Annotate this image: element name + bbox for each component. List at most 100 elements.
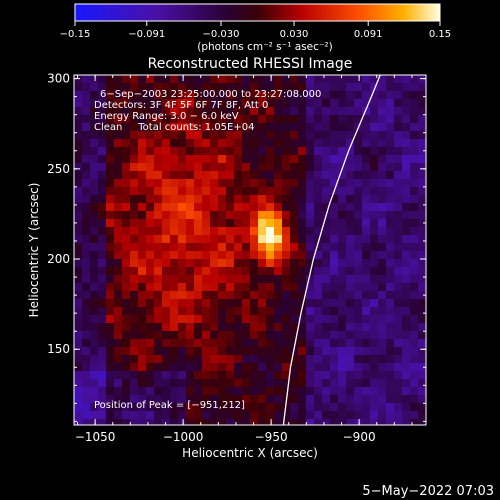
heatmap-cell — [234, 299, 243, 308]
heatmap-cell — [178, 203, 187, 212]
heatmap-cell — [154, 331, 163, 340]
heatmap-cell — [394, 171, 403, 180]
heatmap-cell — [282, 211, 291, 220]
heatmap-cell — [378, 211, 387, 220]
heatmap-cell — [114, 75, 123, 84]
heatmap-cell — [266, 139, 275, 148]
heatmap-cell — [90, 291, 99, 300]
heatmap-cell — [410, 123, 419, 132]
heatmap-cell — [370, 243, 379, 252]
heatmap-cell — [130, 323, 139, 332]
heatmap-cell — [402, 115, 411, 124]
heatmap-cell — [266, 307, 275, 316]
heatmap-cell — [82, 387, 91, 396]
heatmap-cell — [346, 323, 355, 332]
heatmap-cell — [202, 347, 211, 356]
heatmap-cell — [258, 203, 267, 212]
heatmap-cell — [290, 99, 299, 108]
heatmap-cell — [330, 379, 339, 388]
heatmap-cell — [138, 211, 147, 220]
heatmap-cell — [410, 403, 419, 412]
heatmap-cell — [354, 115, 363, 124]
heatmap-cell — [394, 179, 403, 188]
heatmap-cell — [194, 355, 203, 364]
heatmap-cell — [146, 171, 155, 180]
heatmap-cell — [370, 323, 379, 332]
heatmap-cell — [210, 203, 219, 212]
heatmap-cell — [330, 283, 339, 292]
heatmap-cell — [218, 171, 227, 180]
heatmap-cell — [178, 283, 187, 292]
heatmap-cell — [82, 307, 91, 316]
heatmap-cell — [362, 291, 371, 300]
heatmap-cell — [162, 83, 171, 92]
heatmap-cell — [106, 299, 115, 308]
heatmap-cell — [418, 323, 426, 332]
footer-timestamp: 5−May−2022 07:03 — [362, 484, 494, 499]
heatmap-cell — [370, 115, 379, 124]
heatmap-cell — [330, 395, 339, 404]
heatmap-cell — [106, 315, 115, 324]
heatmap-cell — [402, 203, 411, 212]
heatmap-cell — [290, 131, 299, 140]
heatmap-cell — [210, 83, 219, 92]
heatmap-cell — [74, 355, 83, 364]
heatmap-cell — [82, 267, 91, 276]
heatmap-cell — [242, 307, 251, 316]
heatmap-cell — [162, 379, 171, 388]
heatmap-cell — [146, 107, 155, 116]
heatmap-cell — [330, 131, 339, 140]
heatmap-cell — [250, 123, 259, 132]
heatmap-cell — [154, 131, 163, 140]
heatmap-cell — [298, 411, 307, 420]
heatmap-cell — [210, 179, 219, 188]
heatmap-cell — [402, 315, 411, 324]
heatmap-cell — [418, 411, 426, 420]
heatmap-cell — [250, 299, 259, 308]
annotation-clean-counts: Clean Total counts: 1.05E+04 — [94, 122, 254, 133]
heatmap-cell — [250, 355, 259, 364]
heatmap-cell — [194, 179, 203, 188]
heatmap-cell — [106, 411, 115, 420]
x-tick-label: −1000 — [163, 430, 204, 444]
heatmap-cell — [322, 307, 331, 316]
heatmap-cell — [314, 315, 323, 324]
heatmap-cell — [186, 315, 195, 324]
heatmap-cell — [314, 323, 323, 332]
heatmap-cell — [418, 243, 426, 252]
heatmap-cell — [186, 419, 195, 425]
heatmap-cell — [282, 83, 291, 92]
heatmap-cell — [178, 371, 187, 380]
heatmap-cell — [322, 363, 331, 372]
heatmap-cell — [354, 227, 363, 236]
heatmap-cell — [354, 107, 363, 116]
heatmap-cell — [130, 387, 139, 396]
heatmap-cell — [402, 155, 411, 164]
heatmap-cell — [226, 235, 235, 244]
heatmap-cell — [242, 163, 251, 172]
heatmap-cell — [386, 99, 395, 108]
heatmap-cell — [298, 419, 307, 425]
heatmap-cell — [218, 187, 227, 196]
heatmap-cell — [210, 123, 219, 132]
heatmap-cell — [162, 243, 171, 252]
heatmap-cell — [290, 187, 299, 196]
heatmap-cell — [322, 251, 331, 260]
heatmap-cell — [162, 91, 171, 100]
heatmap-cell — [154, 299, 163, 308]
heatmap-cell — [154, 99, 163, 108]
heatmap-cell — [242, 219, 251, 228]
heatmap-cell — [258, 403, 267, 412]
heatmap-cell — [386, 411, 395, 420]
heatmap-cell — [362, 163, 371, 172]
heatmap-cell — [290, 371, 299, 380]
heatmap-cell — [330, 91, 339, 100]
heatmap-cell — [106, 211, 115, 220]
heatmap-cell — [194, 395, 203, 404]
heatmap-cell — [186, 227, 195, 236]
heatmap-cell — [178, 139, 187, 148]
plot-frame — [73, 74, 427, 426]
heatmap-cell — [306, 251, 315, 260]
heatmap-cell — [322, 219, 331, 228]
heatmap-cell — [306, 203, 315, 212]
